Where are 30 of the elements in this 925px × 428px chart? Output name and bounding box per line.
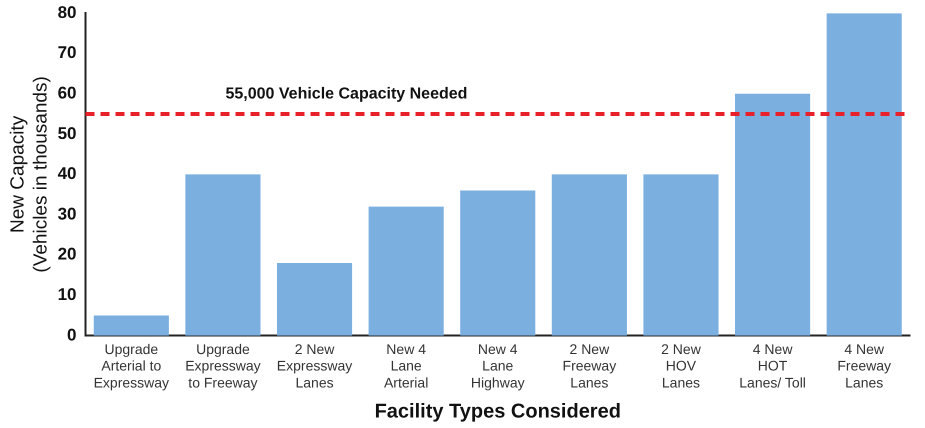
- x-axis-title: Facility Types Considered: [374, 400, 621, 423]
- bar: [826, 13, 902, 336]
- bar: [276, 263, 352, 336]
- y-axis-title: New Capacity (Vehicles in thousands): [8, 76, 52, 273]
- y-tick-label: 20: [58, 244, 77, 264]
- y-tick-label: 80: [58, 2, 77, 22]
- x-tick-label: Upgrade Expressway to Freeway: [185, 340, 261, 390]
- x-tick-label: 4 New Freeway Lanes: [837, 340, 892, 390]
- y-tick-label: 0: [67, 325, 77, 344]
- bar: [368, 206, 444, 336]
- x-tick-label: 4 New HOT Lanes/ Toll: [739, 340, 806, 390]
- x-tick-label: 2 New HOV Lanes: [661, 340, 702, 390]
- bar: [185, 174, 260, 336]
- bar: [643, 174, 719, 336]
- y-tick-label: 70: [58, 43, 77, 62]
- y-tick-label: 60: [58, 83, 77, 102]
- bar: [460, 190, 536, 336]
- bar: [735, 94, 810, 336]
- x-tick-label: Upgrade Arterial to Expressway: [94, 340, 170, 390]
- y-tick-label: 10: [58, 284, 77, 304]
- x-tick-label: New 4 Lane Highway: [470, 340, 525, 390]
- x-tick-label: 2 New Freeway Lanes: [562, 340, 616, 390]
- x-tick-label: 2 New Expressway Lanes: [276, 340, 352, 390]
- y-tick-label: 50: [58, 124, 77, 143]
- y-tick-label: 30: [58, 204, 77, 224]
- x-tick-label: New 4 Lane Arterial: [384, 340, 428, 390]
- y-tick-label: 40: [58, 164, 77, 184]
- bar: [552, 174, 627, 336]
- bar: [94, 315, 169, 336]
- ref-line-label: 55,000 Vehicle Capacity Needed: [226, 85, 468, 102]
